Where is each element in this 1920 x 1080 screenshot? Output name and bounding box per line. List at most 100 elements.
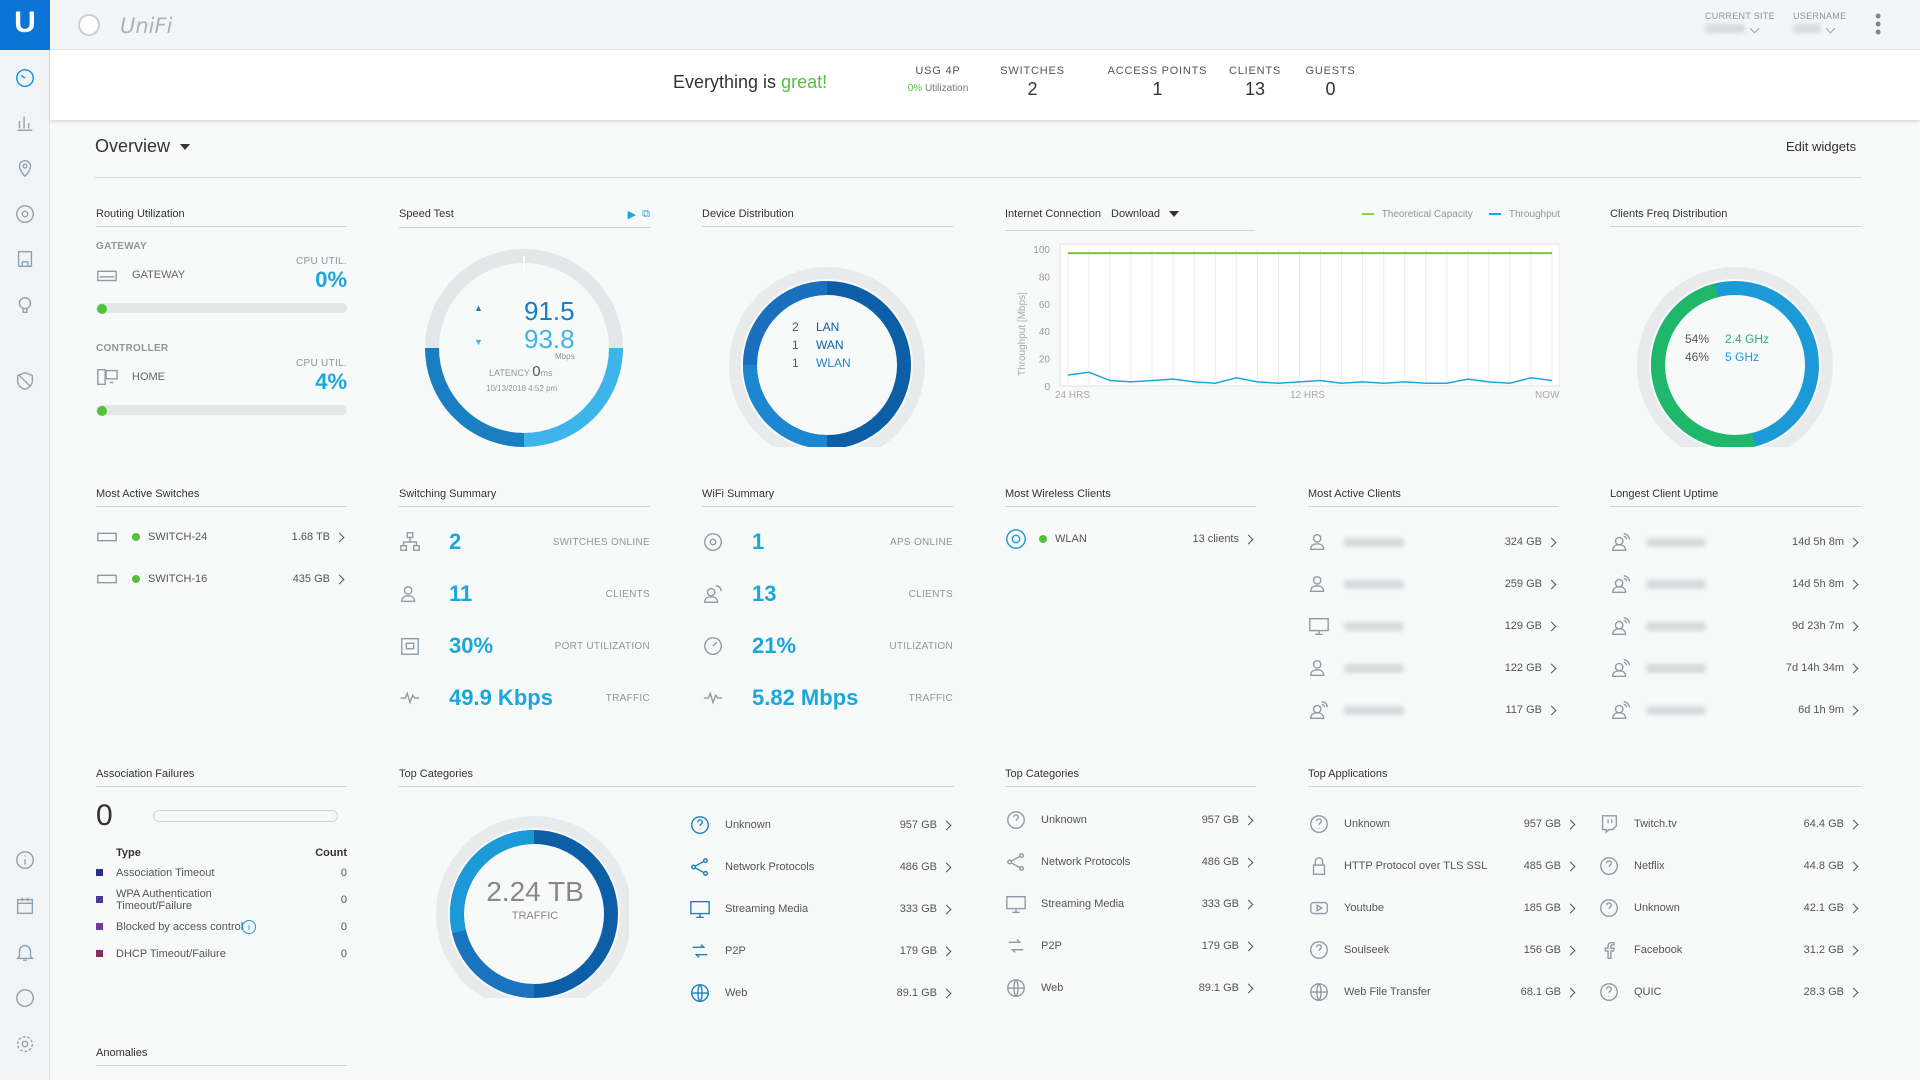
- user-icon: [1308, 657, 1330, 679]
- client-name-redacted: [1646, 579, 1706, 589]
- direction-dropdown[interactable]: Download: [1111, 208, 1179, 220]
- list-item[interactable]: Unknown 957 GB: [1308, 803, 1578, 845]
- list-item[interactable]: Web 89.1 GB: [1005, 967, 1256, 1009]
- list-item[interactable]: HTTP Protocol over TLS SSL 485 GB: [1308, 845, 1578, 887]
- item-value: 129 GB: [1504, 620, 1542, 632]
- clients-stat[interactable]: CLIENTS 13: [1228, 65, 1282, 99]
- speedtest-date: 10/13/2018 4:52 pm: [486, 384, 558, 393]
- list-item[interactable]: 6d 1h 9m: [1610, 689, 1861, 731]
- list-item[interactable]: P2P 179 GB: [689, 930, 954, 972]
- overview-dropdown[interactable]: Overview: [95, 136, 191, 157]
- insights-icon[interactable]: [0, 287, 50, 323]
- speedtest-unit: Mbps: [555, 352, 575, 361]
- shield-icon[interactable]: [0, 363, 50, 399]
- list-item[interactable]: Youtube 185 GB: [1308, 887, 1578, 929]
- guests-stat[interactable]: GUESTS 0: [1305, 65, 1356, 99]
- unifi-logo[interactable]: U: [0, 0, 50, 50]
- kebab-menu-icon[interactable]: • • •: [1875, 6, 1882, 42]
- failure-bar: [152, 810, 338, 822]
- item-label: QUIC: [1634, 986, 1662, 998]
- access-point-icon: [1005, 528, 1027, 550]
- chevron-right-icon: [1565, 987, 1576, 997]
- list-item[interactable]: Web File Transfer 68.1 GB: [1308, 971, 1578, 1013]
- traffic-row[interactable]: 49.9 Kbps TRAFFIC: [399, 681, 650, 715]
- switches-stat[interactable]: SWITCHES 2: [1000, 65, 1065, 99]
- list-item[interactable]: Netflix 44.8 GB: [1598, 845, 1861, 887]
- list-item[interactable]: 117 GB: [1308, 689, 1559, 731]
- list-item[interactable]: 9d 23h 7m: [1610, 605, 1861, 647]
- list-item[interactable]: Twitch.tv 64.4 GB: [1598, 803, 1861, 845]
- list-item[interactable]: Soulseek 156 GB: [1308, 929, 1578, 971]
- list-item[interactable]: Streaming Media 333 GB: [1005, 883, 1256, 925]
- list-item[interactable]: WLAN 13 clients: [1005, 525, 1256, 553]
- throughput-line: [1067, 371, 1553, 385]
- chevron-right-icon: [1565, 819, 1576, 829]
- access-points-stat[interactable]: ACCESS POINTS 1: [1107, 65, 1208, 99]
- list-item[interactable]: 7d 14h 34m: [1610, 647, 1861, 689]
- wifi-utilization-row[interactable]: 21% UTILIZATION: [702, 629, 953, 663]
- settings-gear-icon[interactable]: [0, 1026, 50, 1062]
- usg-stat[interactable]: USG 4P 0% Utilization: [907, 65, 969, 94]
- run-speedtest-icon[interactable]: ▶: [627, 209, 637, 221]
- item-value: 156 GB: [1523, 944, 1561, 956]
- dashboard-icon[interactable]: [0, 60, 50, 96]
- widget-title: Internet Connection: [1005, 208, 1102, 220]
- edit-widgets-link[interactable]: Edit widgets: [1786, 139, 1857, 154]
- open-external-icon[interactable]: ⧉: [642, 208, 650, 220]
- item-value: 333 GB: [1201, 898, 1239, 910]
- item-value: 64.4 GB: [1803, 818, 1844, 830]
- device-distribution-legend: 2 LAN 1 WAN 1 WLAN: [792, 320, 851, 370]
- user-selector[interactable]: [1793, 23, 1838, 34]
- top-categories-widget-2: Top Categories Unknown 957 GB Network Prot…: [1005, 768, 1256, 1009]
- site-selector[interactable]: [1705, 23, 1762, 34]
- map-icon[interactable]: [0, 150, 50, 186]
- chat-icon[interactable]: [0, 980, 50, 1016]
- download-arrow-icon: ▼: [474, 337, 483, 347]
- list-item[interactable]: Web 89.1 GB: [689, 972, 954, 1014]
- list-item[interactable]: QUIC 28.3 GB: [1598, 971, 1861, 1013]
- list-item[interactable]: Streaming Media 333 GB: [689, 888, 954, 930]
- list-item[interactable]: SWITCH-16 435 GB: [96, 567, 347, 591]
- devices-icon[interactable]: [0, 196, 50, 232]
- list-item[interactable]: 14d 5h 8m: [1610, 563, 1861, 605]
- info-icon[interactable]: i: [242, 919, 256, 934]
- wifi-traffic-row[interactable]: 5.82 Mbps TRAFFIC: [702, 681, 953, 715]
- clients-icon[interactable]: [0, 241, 50, 277]
- widget-title: Routing Utilization: [96, 208, 347, 227]
- widget-title: Top Categories: [1005, 768, 1256, 787]
- wifi-clients-row[interactable]: 13 CLIENTS: [702, 577, 953, 611]
- list-item[interactable]: Facebook 31.2 GB: [1598, 929, 1861, 971]
- list-item[interactable]: SWITCH-24 1.68 TB: [96, 525, 347, 549]
- status-bar: Everything is great! USG 4P 0% Utilizati…: [50, 50, 1920, 120]
- calendar-icon[interactable]: [0, 888, 50, 924]
- item-value: 485 GB: [1523, 860, 1561, 872]
- item-label: Unknown: [1634, 902, 1680, 914]
- statistics-icon[interactable]: [0, 105, 50, 141]
- list-item[interactable]: Network Protocols 486 GB: [1005, 841, 1256, 883]
- list-item[interactable]: 259 GB: [1308, 563, 1559, 605]
- gauge-icon: [702, 635, 724, 657]
- list-item[interactable]: Network Protocols 486 GB: [689, 846, 954, 888]
- aps-online-row[interactable]: 1 APS ONLINE: [702, 525, 953, 559]
- list-item[interactable]: 129 GB: [1308, 605, 1559, 647]
- speedtest-download-value: 93.8: [524, 324, 575, 354]
- switches-online-row[interactable]: 2 SWITCHES ONLINE: [399, 525, 650, 559]
- throughput-chart: 100 80 60 40 20 0 24 HRS 12 HRS NOW Throughput [M…: [1017, 243, 1560, 401]
- clients-row[interactable]: 11 CLIENTS: [399, 577, 650, 611]
- list-item[interactable]: P2P 179 GB: [1005, 925, 1256, 967]
- list-item[interactable]: Unknown 957 GB: [689, 804, 954, 846]
- bell-icon[interactable]: [0, 934, 50, 970]
- list-item[interactable]: Unknown 957 GB: [1005, 799, 1256, 841]
- most-active-switches-widget: Most Active Switches SWITCH-24 1.68 TB S…: [96, 488, 347, 591]
- list-item[interactable]: 324 GB: [1308, 521, 1559, 563]
- item-label: Network Protocols: [725, 861, 815, 873]
- list-item[interactable]: Unknown 42.1 GB: [1598, 887, 1861, 929]
- device-distribution-widget: Device Distribution 2 LAN 1 WAN 1 WLAN: [702, 208, 953, 447]
- info-icon[interactable]: [0, 842, 50, 878]
- port-utilization-row[interactable]: 30% PORT UTILIZATION: [399, 629, 650, 663]
- item-value: 28.3 GB: [1803, 986, 1844, 998]
- left-nav-rail: U: [0, 0, 50, 1080]
- list-item[interactable]: 14d 5h 8m: [1610, 521, 1861, 563]
- current-site-label: CURRENT SITE: [1705, 11, 1775, 21]
- list-item[interactable]: 122 GB: [1308, 647, 1559, 689]
